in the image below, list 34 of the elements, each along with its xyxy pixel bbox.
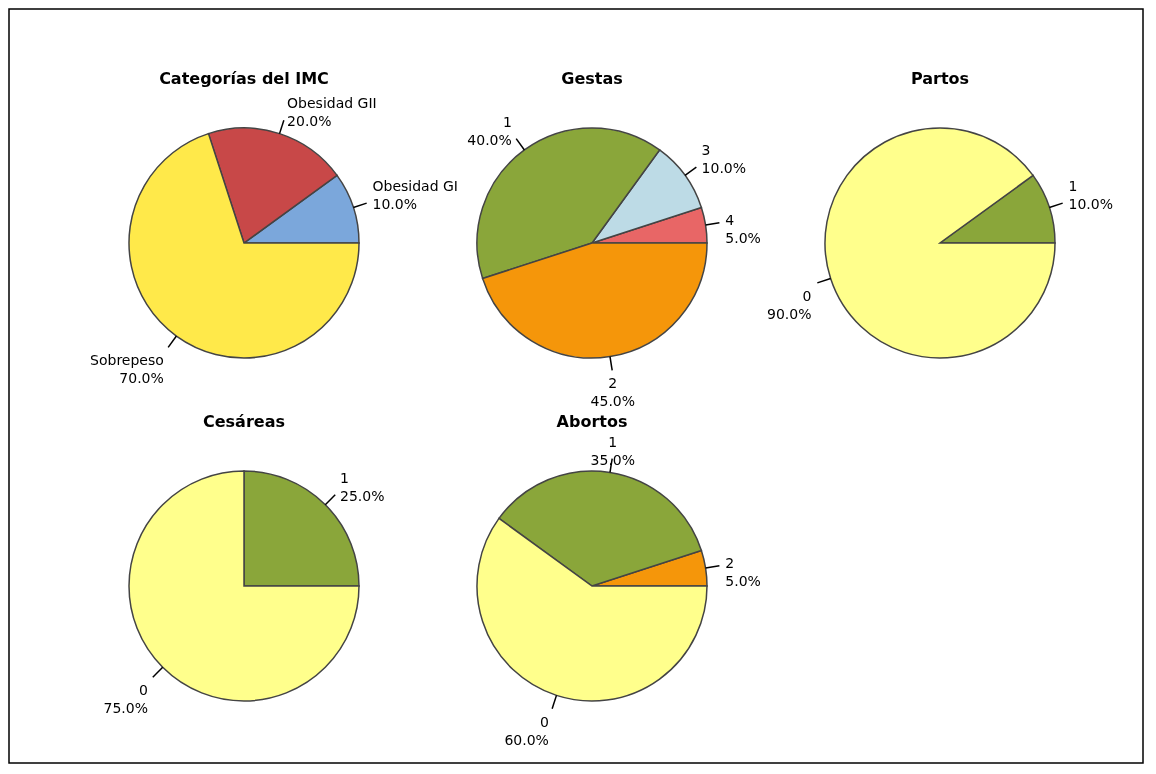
slice-label: 2 — [725, 555, 735, 572]
slice-label: Obesidad GII — [287, 95, 377, 112]
data-label: 25.0% — [340, 488, 385, 505]
data-label: 75.0% — [103, 700, 148, 717]
chart-title: Abortos — [556, 412, 628, 431]
data-label: 40.0% — [467, 132, 512, 149]
slice-label: 2 — [608, 375, 618, 392]
slice-label: 1 — [502, 114, 512, 131]
data-label: 5.0% — [725, 573, 761, 590]
slice-label: 1 — [608, 433, 618, 450]
pie-slice — [824, 127, 1056, 359]
data-label: 60.0% — [504, 732, 549, 749]
data-label: 10.0% — [372, 196, 417, 213]
slice-label: Obesidad GI — [372, 178, 458, 195]
slice-label: Sobrepeso — [90, 352, 164, 369]
chart-title: Categorías del IMC — [159, 69, 329, 88]
chart-title: Cesáreas — [203, 412, 285, 431]
chart-title: Partos — [910, 69, 970, 88]
data-label: 70.0% — [119, 370, 164, 387]
slice-label: 0 — [802, 288, 812, 305]
data-label: 45.0% — [590, 393, 636, 410]
data-label: 20.0% — [287, 113, 332, 130]
data-label: 10.0% — [1068, 196, 1113, 213]
data-label: 90.0% — [767, 306, 812, 323]
data-label: 10.0% — [701, 160, 747, 177]
slice-label: 3 — [701, 142, 711, 159]
data-label: 35.0% — [590, 451, 636, 468]
slice-label: 1 — [340, 470, 349, 487]
slice-label: 1 — [1068, 178, 1078, 195]
slice-label: 0 — [539, 714, 549, 731]
data-label: 5.0% — [725, 230, 761, 247]
slice-label: 4 — [725, 212, 735, 229]
slice-label: 0 — [139, 682, 148, 699]
chart-title: Gestas — [561, 69, 623, 88]
